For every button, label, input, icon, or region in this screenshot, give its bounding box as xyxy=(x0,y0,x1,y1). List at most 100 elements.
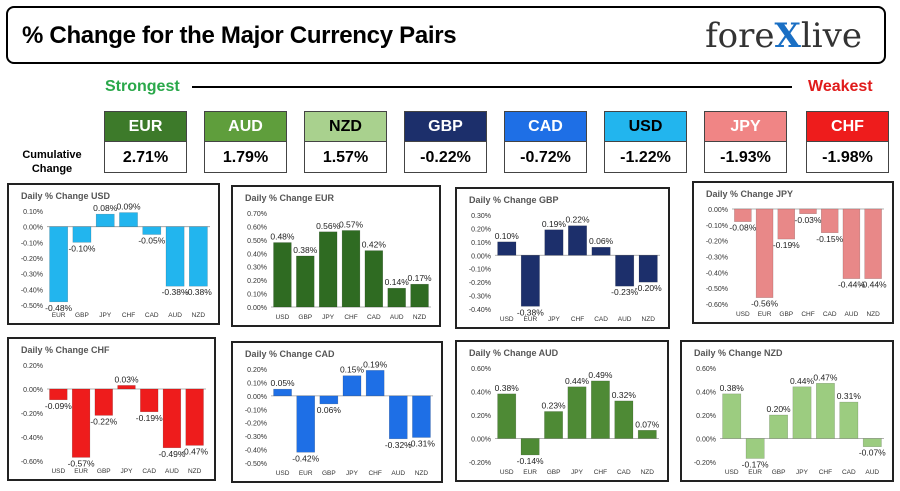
chart-title: Daily % Change CAD xyxy=(245,349,335,359)
chart-panel-6: Daily % Change CAD 0.20% 0.10% 0.00% -0.10% -… xyxy=(231,341,443,483)
bar-chart: Daily % Change NZD 0.60% 0.40% 0.20% 0.00% -0… xyxy=(694,348,886,476)
bar-aud xyxy=(165,226,185,287)
bar-cad xyxy=(140,388,159,413)
bar-usd xyxy=(273,388,292,397)
bar-aud xyxy=(389,395,408,440)
y-tick-label: -0.60% xyxy=(706,302,728,309)
category-label: EUR xyxy=(748,469,762,476)
chart-title: Daily % Change GBP xyxy=(469,195,559,205)
category-label: EUR xyxy=(758,311,772,318)
bar-jpy xyxy=(117,385,136,390)
y-tick-label: -0.30% xyxy=(21,272,43,279)
bar-chf xyxy=(799,208,817,214)
y-tick-label: 0.20% xyxy=(247,367,267,374)
bar-chf xyxy=(568,225,587,256)
bar-chf xyxy=(341,230,361,308)
category-label: USD xyxy=(276,314,290,321)
bar-eur xyxy=(520,438,540,456)
y-tick-label: -0.40% xyxy=(21,435,43,442)
data-label: 0.05% xyxy=(271,378,296,388)
data-label: 0.08% xyxy=(93,203,118,213)
chart-panel-7: Daily % Change AUD 0.60% 0.40% 0.20% 0.00% -0… xyxy=(455,340,669,482)
category-label: NZD xyxy=(413,314,427,321)
data-label: 0.38% xyxy=(720,383,745,393)
y-tick-label: 0.10% xyxy=(247,292,267,299)
data-label: 0.06% xyxy=(317,405,342,415)
y-tick-label: 0.60% xyxy=(247,224,267,231)
category-label: NZD xyxy=(415,470,429,477)
category-label: USD xyxy=(500,316,514,323)
bar-aud xyxy=(387,287,406,308)
cumulative-value: -1.93% xyxy=(720,149,771,166)
bar-cad xyxy=(591,246,611,256)
category-label: CHF xyxy=(819,469,832,476)
currency-code: CAD xyxy=(505,112,586,142)
category-label: GBP xyxy=(97,468,111,475)
bar-eur xyxy=(520,255,540,307)
y-tick-label: 0.30% xyxy=(247,265,267,272)
weakest-label: Weakest xyxy=(808,78,873,95)
y-tick-label: -0.40% xyxy=(21,287,43,294)
data-label: 0.44% xyxy=(565,376,590,386)
bar-nzd xyxy=(185,388,204,446)
data-label: 0.19% xyxy=(542,219,567,229)
y-tick-label: 0.30% xyxy=(471,213,491,220)
bar-cad xyxy=(839,401,859,439)
chart-title: Daily % Change EUR xyxy=(245,193,335,203)
data-label: -0.32% xyxy=(385,440,412,450)
category-label: JPY xyxy=(99,312,112,319)
category-label: CAD xyxy=(142,468,156,475)
y-tick-label: 0.40% xyxy=(247,251,267,258)
data-label: 0.06% xyxy=(589,236,614,246)
category-label: CAD xyxy=(842,469,856,476)
bar-chart: Daily % Change EUR 0.70% 0.60% 0.50% 0.40% 0.… xyxy=(245,193,432,321)
bar-usd xyxy=(497,241,517,256)
y-tick-label: 0.50% xyxy=(247,238,267,245)
y-tick-label: -0.30% xyxy=(469,294,491,301)
bar-aud xyxy=(862,438,882,447)
category-label: CAD xyxy=(617,469,631,476)
bar-nzd xyxy=(189,226,208,287)
cumulative-value: -1.22% xyxy=(620,149,671,166)
data-label: -0.03% xyxy=(795,215,822,225)
bar-usd xyxy=(734,208,752,222)
strength-scale-line xyxy=(192,86,792,88)
category-label: AUD xyxy=(391,470,405,477)
data-label: 0.19% xyxy=(363,359,388,369)
bar-cad xyxy=(142,226,162,235)
category-label: EUR xyxy=(52,312,66,319)
data-label: -0.38% xyxy=(162,287,189,297)
data-label: -0.42% xyxy=(292,453,319,463)
chart-title: Daily % Change NZD xyxy=(694,348,783,358)
bar-eur xyxy=(49,226,68,303)
category-label: USD xyxy=(276,470,290,477)
page-title: % Change for the Major Currency Pairs xyxy=(22,22,457,49)
category-label: GBP xyxy=(298,314,312,321)
currency-code: AUD xyxy=(205,112,286,142)
cumulative-value: -0.72% xyxy=(520,149,571,166)
y-tick-label: -0.50% xyxy=(21,303,43,310)
y-tick-label: 0.60% xyxy=(696,366,716,373)
category-label: AUD xyxy=(618,316,632,323)
data-label: 0.56% xyxy=(316,221,341,231)
category-label: JPY xyxy=(796,469,809,476)
category-label: NZD xyxy=(866,311,880,318)
data-label: 0.14% xyxy=(385,277,410,287)
data-label: 0.32% xyxy=(612,390,637,400)
data-label: 0.20% xyxy=(767,404,792,414)
category-label: CHF xyxy=(368,470,381,477)
y-tick-label: 0.20% xyxy=(471,413,491,420)
category-label: NZD xyxy=(192,312,206,319)
bar-chart: Daily % Change USD 0.10% 0.00% -0.10% -0.20%… xyxy=(21,191,212,319)
y-tick-label: 0.20% xyxy=(247,278,267,285)
bar-eur xyxy=(296,395,315,453)
category-label: NZD xyxy=(641,469,655,476)
y-tick-label: -0.50% xyxy=(245,461,267,468)
category-label: AUD xyxy=(865,469,879,476)
bar-chart: Daily % Change CAD 0.20% 0.10% 0.00% -0.10% -… xyxy=(245,349,436,477)
category-label: USD xyxy=(51,468,65,475)
y-tick-label: 0.40% xyxy=(471,390,491,397)
category-label: GBP xyxy=(547,469,561,476)
currency-card-cad: CAD -0.72% xyxy=(504,111,587,173)
category-label: CAD xyxy=(594,316,608,323)
